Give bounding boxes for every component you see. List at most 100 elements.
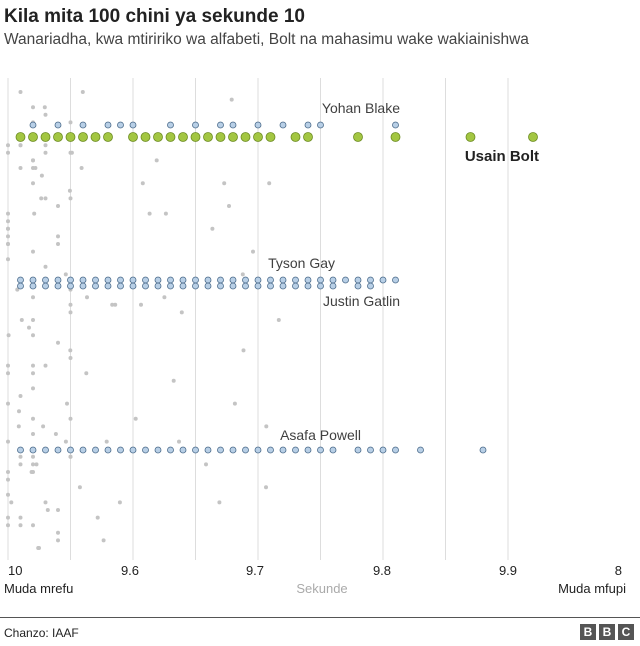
- rival-point: [254, 282, 262, 290]
- athlete-point: [31, 363, 35, 368]
- athlete-point: [6, 477, 10, 482]
- athlete-point: [6, 439, 10, 444]
- athlete-point: [37, 546, 41, 550]
- rival-point: [279, 282, 287, 290]
- athlete-point: [6, 219, 10, 224]
- athlete-point: [43, 264, 48, 269]
- chart-title: Kila mita 100 chini ya sekunde 10: [4, 6, 305, 27]
- rival-point: [79, 276, 87, 284]
- athlete-point: [31, 416, 35, 421]
- label-tyson-gay: Tyson Gay: [268, 255, 335, 271]
- rival-point: [42, 446, 49, 454]
- rival-point: [354, 276, 362, 284]
- rival-point: [304, 121, 312, 129]
- rival-point: [92, 282, 99, 290]
- rival-point: [392, 446, 399, 454]
- bolt-point: [78, 132, 88, 142]
- rival-point: [117, 121, 124, 129]
- athlete-point: [33, 166, 38, 170]
- athlete-point: [6, 401, 10, 406]
- athlete-point: [217, 500, 222, 505]
- athlete-point: [222, 181, 227, 186]
- athlete-point: [68, 454, 73, 459]
- bbc-logo-letter: B: [599, 624, 615, 640]
- rival-point: [229, 121, 237, 129]
- rival-point: [217, 121, 224, 129]
- athlete-point: [31, 158, 35, 163]
- rival-point: [192, 121, 199, 129]
- athlete-point: [56, 508, 60, 512]
- rival-point: [242, 446, 249, 454]
- athlete-point: [67, 188, 72, 193]
- bolt-point: [28, 132, 38, 142]
- rival-point: [479, 446, 487, 454]
- rival-point: [229, 282, 237, 290]
- athlete-point: [95, 515, 100, 520]
- bolt-point: [303, 132, 313, 142]
- athlete-point: [179, 310, 184, 315]
- rival-point: [17, 446, 24, 454]
- athlete-point: [56, 234, 60, 239]
- rival-point: [292, 282, 299, 290]
- bolt-point: [265, 132, 276, 142]
- athlete-point: [139, 302, 143, 307]
- athlete-point: [32, 211, 37, 216]
- athlete-point: [210, 226, 215, 231]
- athlete-point: [65, 401, 69, 406]
- rival-point: [167, 446, 174, 454]
- bolt-point: [165, 132, 176, 142]
- x-axis-left-label: Muda mrefu: [4, 581, 73, 596]
- athlete-point: [34, 462, 39, 467]
- bolt-point: [390, 132, 401, 142]
- athlete-point: [104, 439, 109, 444]
- athlete-point: [39, 173, 44, 178]
- rival-point: [104, 121, 112, 129]
- rival-point: [342, 276, 349, 284]
- athlete-point: [6, 371, 10, 376]
- bolt-point: [228, 132, 238, 142]
- athlete-point: [241, 348, 246, 353]
- rival-point: [254, 446, 262, 454]
- rival-point: [329, 282, 337, 290]
- rival-point: [267, 276, 274, 284]
- rival-point: [42, 276, 49, 284]
- rival-point: [117, 276, 124, 284]
- rival-point: [292, 446, 299, 454]
- athlete-point: [39, 196, 44, 201]
- rival-point: [54, 276, 62, 284]
- rival-point: [392, 121, 399, 129]
- athlete-point: [204, 462, 208, 467]
- rival-point: [254, 121, 262, 129]
- bolt-point: [153, 132, 163, 142]
- rival-point: [54, 121, 62, 129]
- rival-point: [242, 276, 249, 284]
- bolt-point: [178, 132, 188, 142]
- athlete-point: [31, 386, 35, 391]
- athlete-point: [31, 318, 35, 322]
- athlete-point: [6, 226, 10, 231]
- rival-point: [142, 276, 149, 284]
- rival-point: [67, 446, 74, 454]
- athlete-point: [56, 530, 60, 535]
- athlete-point: [15, 287, 20, 292]
- athlete-point: [171, 378, 176, 383]
- athlete-point: [53, 432, 58, 436]
- athlete-point: [43, 112, 48, 117]
- athlete-point: [31, 462, 35, 467]
- rival-point: [267, 446, 274, 454]
- rival-point: [167, 282, 174, 290]
- rival-point: [329, 446, 337, 454]
- athlete-point: [264, 485, 268, 490]
- athlete-point: [18, 515, 23, 520]
- athlete-point: [113, 302, 118, 307]
- bolt-point: [190, 132, 201, 142]
- athlete-point: [6, 515, 10, 520]
- athlete-point: [56, 242, 60, 246]
- athlete-point: [9, 500, 14, 505]
- rival-point: [129, 121, 137, 129]
- athlete-point: [85, 295, 89, 300]
- rival-point: [192, 276, 199, 284]
- x-tick-label: 9.8: [373, 563, 391, 578]
- rival-point: [129, 446, 137, 454]
- rival-point: [392, 276, 399, 284]
